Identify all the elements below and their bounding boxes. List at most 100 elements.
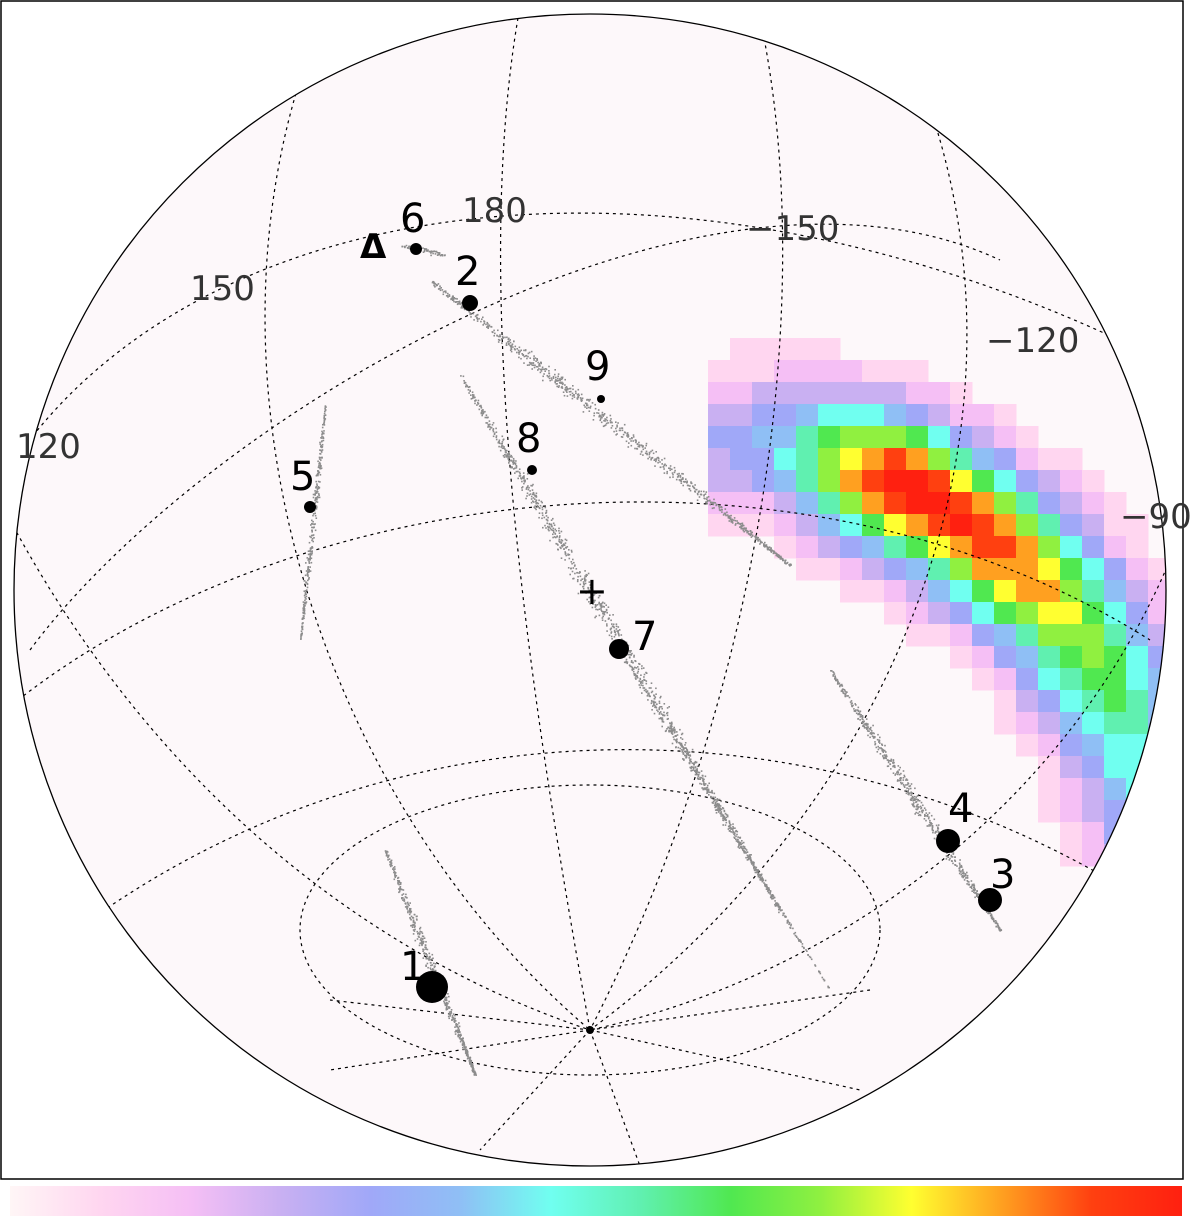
probability-cell bbox=[994, 602, 1017, 625]
probability-cell bbox=[708, 404, 731, 427]
probability-cell bbox=[1060, 668, 1083, 691]
probability-cell bbox=[994, 470, 1017, 493]
probability-cell bbox=[730, 448, 753, 471]
cross-marker: + bbox=[576, 569, 608, 613]
lon-label-120: 120 bbox=[16, 427, 81, 467]
probability-cell bbox=[1104, 558, 1127, 581]
probability-cell bbox=[862, 492, 885, 515]
probability-cell bbox=[1082, 536, 1105, 559]
probability-cell bbox=[1060, 470, 1083, 493]
probability-cell bbox=[1038, 536, 1061, 559]
probability-cell bbox=[796, 492, 819, 515]
probability-cell bbox=[774, 338, 797, 361]
probability-cell bbox=[862, 448, 885, 471]
scatter-streak-7 bbox=[620, 650, 830, 989]
probability-cell bbox=[1104, 536, 1127, 559]
probability-cell bbox=[840, 514, 863, 537]
probability-cell bbox=[1082, 756, 1105, 779]
probability-cell bbox=[840, 404, 863, 427]
probability-cell bbox=[884, 360, 907, 383]
probability-cell bbox=[708, 470, 731, 493]
probability-cell bbox=[752, 404, 775, 427]
probability-cell bbox=[840, 426, 863, 449]
probability-cell bbox=[1082, 734, 1105, 757]
probability-cell bbox=[1060, 800, 1083, 823]
probability-cell bbox=[1038, 778, 1061, 801]
probability-cell bbox=[1060, 756, 1083, 779]
probability-cell bbox=[862, 360, 885, 383]
probability-cell bbox=[774, 448, 797, 471]
probability-cell bbox=[1038, 646, 1061, 669]
probability-cell bbox=[818, 338, 841, 361]
event-dot-5 bbox=[304, 501, 316, 513]
probability-cell bbox=[1082, 602, 1105, 625]
probability-cell bbox=[774, 404, 797, 427]
probability-cell bbox=[1148, 624, 1166, 647]
probability-cell bbox=[818, 514, 841, 537]
probability-cell bbox=[994, 426, 1017, 449]
meridian-2 bbox=[589, 17, 784, 1031]
probability-cell bbox=[840, 382, 863, 405]
probability-cell bbox=[928, 558, 951, 581]
probability-cell bbox=[1104, 514, 1127, 537]
probability-cell bbox=[752, 338, 775, 361]
meridian-12 bbox=[589, 989, 871, 1031]
probability-cell bbox=[1082, 492, 1105, 515]
probability-cell bbox=[862, 404, 885, 427]
probability-cell bbox=[928, 404, 951, 427]
probability-cell bbox=[1016, 712, 1039, 735]
probability-cell bbox=[752, 360, 775, 383]
event-dot-8 bbox=[527, 465, 537, 475]
pole-marker bbox=[586, 1026, 594, 1034]
probability-cell bbox=[774, 470, 797, 493]
probability-cell bbox=[774, 382, 797, 405]
probability-cell bbox=[840, 360, 863, 383]
probability-cell bbox=[1126, 712, 1149, 735]
probability-cell bbox=[884, 536, 907, 559]
probability-cell bbox=[994, 712, 1017, 735]
probability-cell bbox=[972, 514, 995, 537]
probability-cell bbox=[950, 514, 973, 537]
probability-cell bbox=[1038, 756, 1061, 779]
probability-cell bbox=[972, 536, 995, 559]
probability-cell bbox=[1038, 800, 1061, 823]
probability-cell bbox=[1126, 646, 1149, 669]
meridian-6 bbox=[589, 559, 1166, 1031]
probability-cell bbox=[708, 492, 731, 515]
probability-cell bbox=[884, 558, 907, 581]
probability-cell bbox=[884, 426, 907, 449]
probability-cell bbox=[906, 580, 929, 603]
probability-cell bbox=[1016, 470, 1039, 493]
probability-cell bbox=[1082, 822, 1105, 845]
probability-cell bbox=[972, 492, 995, 515]
probability-cell bbox=[796, 404, 819, 427]
event-dot-9 bbox=[597, 395, 605, 403]
event-label-8: 8 bbox=[516, 416, 541, 462]
probability-cell bbox=[708, 426, 731, 449]
probability-cell bbox=[1038, 712, 1061, 735]
probability-cell bbox=[1060, 558, 1083, 581]
probability-cell bbox=[1038, 690, 1061, 713]
probability-cell bbox=[1060, 602, 1083, 625]
probability-cell bbox=[730, 426, 753, 449]
probability-cell bbox=[884, 448, 907, 471]
probability-cell bbox=[884, 470, 907, 493]
probability-cell bbox=[1060, 580, 1083, 603]
event-label-9: 9 bbox=[585, 344, 610, 390]
probability-cell bbox=[994, 448, 1017, 471]
event-dot-3 bbox=[978, 888, 1002, 912]
event-label-3: 3 bbox=[990, 852, 1015, 898]
probability-cell bbox=[950, 646, 973, 669]
probability-cell bbox=[1060, 646, 1083, 669]
probability-cell bbox=[950, 448, 973, 471]
graticule bbox=[14, 17, 1166, 1166]
probability-cell bbox=[730, 470, 753, 493]
probability-cell bbox=[1038, 668, 1061, 691]
probability-cell bbox=[928, 492, 951, 515]
latitude-circle-2 bbox=[29, 223, 1001, 651]
probability-cell bbox=[796, 558, 819, 581]
probability-cell bbox=[818, 448, 841, 471]
probability-cell bbox=[1016, 580, 1039, 603]
probability-cell bbox=[928, 624, 951, 647]
probability-cell bbox=[1016, 646, 1039, 669]
